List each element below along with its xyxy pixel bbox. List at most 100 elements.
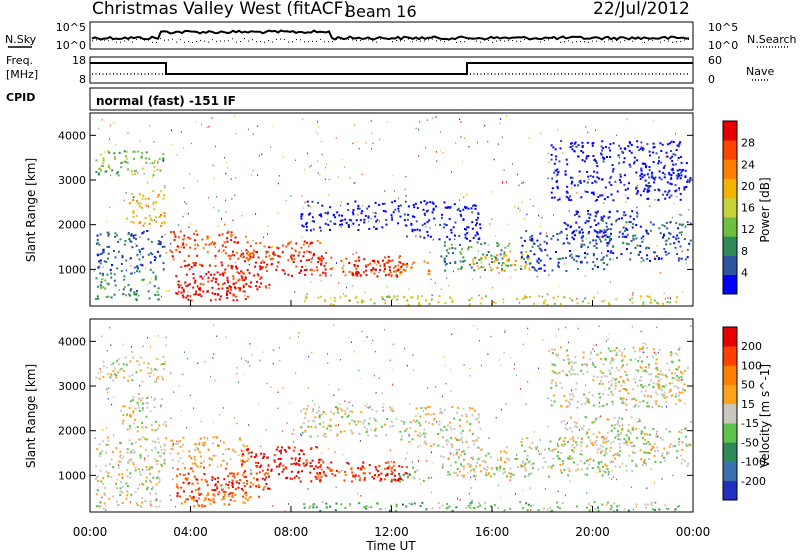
heatmap-cell (567, 197, 570, 200)
heatmap-cell (353, 420, 356, 423)
heatmap-cell (437, 444, 440, 447)
heatmap-cell (278, 175, 280, 177)
heatmap-cell (479, 223, 481, 226)
heatmap-cell (450, 390, 452, 392)
heatmap-cell (658, 508, 661, 511)
heatmap-cell (641, 176, 644, 179)
heatmap-cell (471, 227, 474, 230)
heatmap-cell (187, 254, 190, 257)
heatmap-cell (129, 427, 131, 430)
heatmap-cell (368, 227, 371, 230)
heatmap-cell (224, 268, 227, 271)
heatmap-cell (553, 348, 556, 351)
heatmap-cell (400, 438, 403, 441)
heatmap-cell (150, 252, 152, 255)
heatmap-cell (312, 419, 315, 422)
heatmap-cell (432, 443, 435, 446)
heatmap-cell (184, 281, 187, 284)
heatmap-cell (580, 244, 583, 247)
heatmap-cell (242, 495, 245, 498)
heatmap-cell (463, 259, 466, 262)
heatmap-cell (419, 121, 421, 123)
heatmap-cell (405, 505, 408, 508)
heatmap-cell (658, 348, 661, 351)
heatmap-cell (637, 360, 640, 363)
heatmap-cell (526, 437, 529, 439)
heatmap-cell (680, 376, 683, 379)
heatmap-cell (274, 460, 276, 463)
heatmap-cell (624, 148, 627, 151)
heatmap-cell (635, 463, 638, 466)
heatmap-cell (505, 446, 508, 449)
heatmap-cell (158, 505, 161, 508)
heatmap-cell (443, 355, 445, 358)
heatmap-cell (646, 190, 649, 193)
heatmap-cell (373, 261, 376, 264)
heatmap-cell (639, 174, 642, 177)
heatmap-cell (97, 489, 99, 492)
heatmap-cell (249, 452, 251, 454)
heatmap-cell (218, 491, 221, 494)
heatmap-cell (163, 458, 166, 461)
heatmap-cell (153, 165, 156, 168)
heatmap-cell (518, 184, 520, 187)
heatmap-cell (319, 465, 322, 468)
heatmap-cell (459, 118, 461, 121)
heatmap-cell (441, 395, 443, 398)
noise-search-point (176, 41, 177, 43)
heatmap-cell (545, 232, 547, 235)
heatmap-cell (507, 264, 509, 267)
noise-search-point (96, 39, 97, 41)
heatmap-cell (498, 469, 501, 472)
heatmap-cell (449, 262, 452, 264)
heatmap-cell (659, 272, 661, 274)
heatmap-cell (150, 449, 153, 451)
heatmap-cell (610, 360, 613, 363)
heatmap-cell (117, 358, 120, 361)
heatmap-cell (299, 433, 301, 436)
heatmap-cell (456, 451, 459, 454)
heatmap-cell (616, 478, 618, 481)
heatmap-cell (452, 270, 454, 273)
heatmap-cell (243, 272, 245, 275)
heatmap-cell (600, 157, 602, 159)
heatmap-cell (170, 417, 172, 419)
heatmap-cell (652, 251, 655, 254)
heatmap-cell (140, 156, 143, 159)
heatmap-cell (222, 453, 224, 455)
heatmap-cell (267, 464, 270, 467)
heatmap-cell (232, 275, 235, 278)
heatmap-cell (183, 246, 185, 249)
heatmap-cell (627, 243, 630, 246)
heatmap-cell (565, 373, 568, 376)
heatmap-cell (638, 428, 640, 430)
heatmap-cell (499, 450, 502, 453)
heatmap-cell (524, 261, 527, 264)
heatmap-cell (494, 256, 497, 259)
noise-search-point (336, 38, 337, 40)
heatmap-cell (480, 266, 483, 269)
heatmap-cell (588, 231, 591, 233)
heatmap-cell (677, 173, 680, 175)
heatmap-cell (104, 464, 107, 467)
heatmap-cell (420, 295, 423, 298)
heatmap-cell (129, 294, 131, 297)
heatmap-cell (357, 271, 360, 274)
heatmap-cell (591, 144, 594, 147)
heatmap-cell (295, 372, 297, 374)
heatmap-cell (102, 440, 105, 443)
heatmap-cell (204, 275, 206, 278)
heatmap-cell (487, 473, 490, 476)
heatmap-cell (585, 416, 588, 419)
heatmap-cell (642, 259, 645, 262)
heatmap-cell (568, 370, 571, 373)
heatmap-cell (601, 503, 604, 506)
heatmap-cell (603, 375, 606, 378)
heatmap-cell (321, 452, 323, 454)
heatmap-cell (215, 257, 217, 260)
heatmap-cell (267, 233, 269, 235)
heatmap-cell (618, 162, 621, 165)
heatmap-cell (606, 263, 609, 266)
heatmap-cell (622, 442, 625, 445)
heatmap-cell (606, 196, 609, 199)
